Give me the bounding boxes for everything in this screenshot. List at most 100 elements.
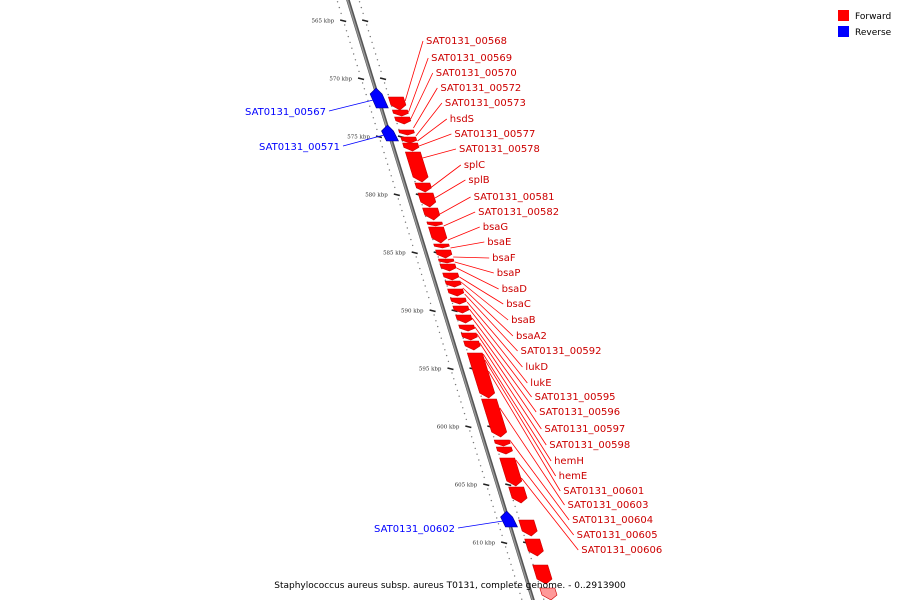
gene-label-sat0131-00606[interactable]: SAT0131_00606	[581, 545, 662, 556]
scale-dot	[408, 233, 410, 235]
forward-gene-arrow[interactable]	[463, 340, 481, 351]
gene-label-sat0131-00570[interactable]: SAT0131_00570	[436, 68, 517, 79]
gene-label-sat0131-00604[interactable]: SAT0131_00604	[572, 515, 653, 526]
scale-dot	[444, 279, 447, 281]
gene-label-sat0131-00598[interactable]: SAT0131_00598	[549, 440, 630, 451]
gene-label-sat0131-00567[interactable]: SAT0131_00567	[245, 107, 326, 118]
scale-dot	[514, 505, 516, 508]
gene-label-bsab[interactable]: bsaB	[511, 315, 536, 326]
reverse-label-leader	[457, 520, 504, 529]
gene-label-bsap[interactable]: bsaP	[497, 268, 521, 279]
gene-label-bsaf[interactable]: bsaF	[492, 253, 516, 264]
reverse-gene-arrow[interactable]	[381, 124, 399, 142]
gene-label-heme[interactable]: hemE	[559, 471, 588, 482]
forward-gene-arrow[interactable]	[449, 297, 467, 305]
gene-label-sat0131-00596[interactable]: SAT0131_00596	[539, 407, 620, 418]
gene-label-sat0131-00581[interactable]: SAT0131_00581	[474, 192, 555, 203]
scale-dot	[510, 563, 512, 566]
forward-gene-arrow[interactable]	[387, 96, 407, 111]
forward-gene-arrow[interactable]	[524, 538, 544, 557]
gene-label-luke[interactable]: lukE	[530, 378, 551, 389]
forward-gene-arrow[interactable]	[455, 314, 473, 324]
forward-label-leader	[453, 256, 490, 259]
forward-label-leader	[415, 102, 443, 137]
gene-label-sat0131-00597[interactable]: SAT0131_00597	[544, 424, 625, 435]
forward-label-leader	[422, 148, 457, 159]
forward-gene-arrow[interactable]	[532, 564, 553, 585]
forward-gene-arrow[interactable]	[518, 519, 538, 537]
gene-features	[369, 87, 558, 600]
forward-gene-arrow[interactable]	[404, 151, 429, 183]
forward-gene-arrow[interactable]	[400, 136, 418, 144]
gene-label-sat0131-00577[interactable]: SAT0131_00577	[454, 129, 535, 140]
scale-tick-mark	[411, 251, 418, 255]
scale-dot	[371, 41, 373, 44]
forward-gene-arrow[interactable]	[466, 352, 496, 399]
forward-gene-arrow[interactable]	[508, 486, 528, 504]
scale-dot	[367, 30, 370, 32]
forward-gene-arrow[interactable]	[439, 263, 457, 272]
forward-gene-arrow[interactable]	[417, 192, 437, 208]
reverse-gene-arrow[interactable]	[500, 510, 518, 528]
gene-label-splc[interactable]: splC	[464, 160, 485, 171]
forward-gene-arrow[interactable]	[499, 457, 523, 487]
gene-label-hsds[interactable]: hsdS	[450, 114, 474, 125]
forward-gene-arrow[interactable]	[438, 258, 455, 264]
gene-label-bsag[interactable]: bsaG	[483, 222, 508, 233]
gene-label-sat0131-00602[interactable]: SAT0131_00602	[374, 524, 455, 535]
scale-tick-mark	[339, 19, 347, 23]
forward-gene-arrow[interactable]	[481, 398, 508, 438]
scale-dot	[366, 24, 368, 26]
scale-dot	[420, 273, 423, 276]
forward-gene-arrow[interactable]	[460, 332, 478, 341]
forward-gene-arrow[interactable]	[428, 226, 448, 244]
gene-label-sat0131-00572[interactable]: SAT0131_00572	[440, 83, 521, 94]
forward-gene-arrow[interactable]	[433, 243, 450, 249]
legend-item-forward[interactable]: Forward	[838, 10, 891, 22]
forward-gene-arrow[interactable]	[414, 182, 432, 193]
gene-label-sat0131-00601[interactable]: SAT0131_00601	[563, 486, 644, 497]
scale-dot	[388, 169, 391, 171]
gene-label-bsaa2[interactable]: bsaA2	[516, 331, 547, 342]
scale-dot	[399, 204, 401, 206]
forward-gene-arrow[interactable]	[493, 439, 511, 447]
forward-gene-arrow[interactable]	[539, 587, 558, 600]
gene-label-bsad[interactable]: bsaD	[502, 284, 528, 295]
scale-dot	[390, 175, 392, 177]
gene-label-bsae[interactable]: bsaE	[487, 237, 511, 248]
forward-gene-arrow[interactable]	[447, 288, 465, 297]
scale-dot	[376, 59, 379, 61]
forward-gene-arrow[interactable]	[398, 129, 415, 136]
gene-label-sat0131-00605[interactable]: SAT0131_00605	[577, 530, 658, 541]
forward-gene-arrow[interactable]	[422, 207, 441, 221]
forward-gene-arrow[interactable]	[458, 324, 476, 332]
legend-item-reverse[interactable]: Reverse	[838, 26, 892, 38]
gene-label-sat0131-00582[interactable]: SAT0131_00582	[478, 207, 559, 218]
forward-gene-arrow[interactable]	[391, 109, 409, 117]
gene-label-sat0131-00578[interactable]: SAT0131_00578	[459, 144, 540, 155]
gene-label-sat0131-00573[interactable]: SAT0131_00573	[445, 98, 526, 109]
forward-gene-arrow[interactable]	[444, 280, 462, 288]
gene-label-hemh[interactable]: hemH	[554, 456, 584, 467]
gene-label-sat0131-00592[interactable]: SAT0131_00592	[521, 346, 602, 357]
forward-gene-arrow[interactable]	[394, 116, 412, 125]
gene-label-sat0131-00595[interactable]: SAT0131_00595	[535, 392, 616, 403]
gene-label-lukd[interactable]: lukD	[525, 362, 548, 373]
gene-label-sat0131-00569[interactable]: SAT0131_00569	[431, 53, 512, 64]
forward-gene-arrow[interactable]	[442, 272, 460, 281]
forward-label-leader	[466, 301, 523, 368]
forward-gene-arrow[interactable]	[435, 249, 453, 259]
forward-label-leader	[450, 241, 485, 249]
forward-gene-arrow[interactable]	[402, 142, 420, 152]
forward-gene-arrow[interactable]	[495, 446, 513, 455]
gene-label-sat0131-00571[interactable]: SAT0131_00571	[259, 142, 340, 153]
gene-label-splb[interactable]: splB	[468, 175, 489, 186]
gene-label-sat0131-00603[interactable]: SAT0131_00603	[568, 500, 649, 511]
scale-dot	[496, 517, 498, 519]
legend-swatch-reverse	[838, 26, 849, 37]
forward-gene-arrow[interactable]	[452, 305, 470, 314]
forward-gene-arrow[interactable]	[426, 221, 443, 227]
gene-label-bsac[interactable]: bsaC	[506, 299, 531, 310]
reverse-gene-arrow[interactable]	[369, 87, 389, 109]
gene-label-sat0131-00568[interactable]: SAT0131_00568	[426, 36, 507, 47]
